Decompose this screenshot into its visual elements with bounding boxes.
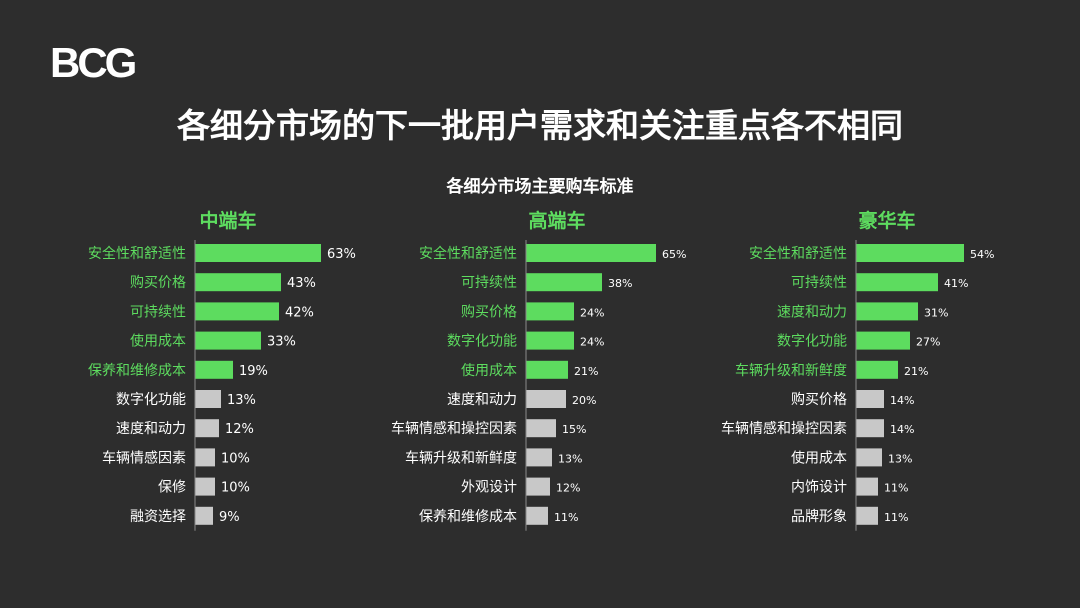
category-label: 安全性和舒适性: [419, 245, 517, 262]
bar: [856, 244, 964, 262]
category-label: 购买价格: [791, 392, 847, 408]
value-label: 63%: [327, 247, 356, 262]
bar: [195, 244, 321, 262]
value-label: 13%: [227, 393, 256, 408]
value-label: 11%: [884, 511, 908, 524]
bar: [195, 273, 281, 292]
bar: [856, 390, 884, 408]
category-label: 数字化功能: [777, 334, 847, 350]
category-label: 外观设计: [461, 480, 517, 496]
value-label: 42%: [285, 305, 314, 320]
bar: [856, 477, 878, 496]
bar: [526, 244, 656, 262]
category-label: 安全性和舒适性: [88, 245, 186, 262]
category-label: 购买价格: [130, 275, 186, 291]
category-label: 保养和维修成本: [419, 509, 517, 525]
category-label: 车辆升级和新鲜度: [735, 362, 847, 379]
category-label: 车辆情感因素: [102, 449, 186, 466]
value-label: 14%: [890, 394, 914, 407]
bar: [526, 506, 548, 525]
value-label: 13%: [888, 452, 912, 465]
value-label: 65%: [662, 248, 686, 261]
category-label: 融资选择: [130, 509, 186, 525]
category-label: 品牌形象: [791, 508, 847, 525]
bar: [856, 360, 898, 379]
bcg-logo: BCG: [50, 39, 137, 86]
bar: [195, 390, 221, 408]
bar: [856, 506, 878, 525]
chart-subtitle: 各细分市场主要购车标准: [446, 177, 634, 197]
category-label: 数字化功能: [116, 392, 186, 408]
category-label: 保修: [158, 480, 186, 496]
category-label: 车辆情感和操控因素: [391, 420, 517, 437]
bar: [195, 302, 279, 321]
bar: [856, 302, 918, 321]
category-label: 使用成本: [791, 449, 847, 466]
category-label: 车辆升级和新鲜度: [405, 449, 517, 466]
bar: [526, 390, 566, 408]
bar: [526, 419, 556, 438]
chart-title: 中端车: [199, 209, 256, 232]
bar: [195, 419, 219, 438]
category-label: 速度和动力: [447, 392, 517, 408]
category-label: 可持续性: [461, 274, 517, 291]
value-label: 27%: [916, 336, 940, 349]
category-label: 保养和维修成本: [88, 363, 186, 379]
bar: [526, 477, 550, 496]
bar: [856, 419, 884, 438]
category-label: 速度和动力: [116, 421, 186, 437]
bar: [526, 302, 574, 321]
category-label: 安全性和舒适性: [749, 245, 847, 262]
value-label: 38%: [608, 277, 632, 290]
bar: [195, 331, 261, 350]
bar: [195, 448, 215, 467]
value-label: 24%: [580, 306, 604, 319]
value-label: 20%: [572, 394, 596, 407]
bar: [195, 506, 213, 525]
bar: [526, 448, 552, 467]
value-label: 11%: [554, 511, 578, 524]
value-label: 21%: [574, 365, 598, 378]
bar: [526, 360, 568, 379]
bar: [195, 477, 215, 496]
chart-title: 高端车: [528, 209, 585, 232]
category-label: 数字化功能: [447, 334, 517, 350]
category-label: 速度和动力: [777, 304, 847, 320]
value-label: 15%: [562, 423, 586, 436]
value-label: 11%: [884, 482, 908, 495]
value-label: 19%: [239, 364, 268, 379]
value-label: 33%: [267, 335, 296, 350]
value-label: 41%: [944, 277, 968, 290]
value-label: 24%: [580, 336, 604, 349]
chart-title: 豪华车: [858, 209, 915, 232]
value-label: 54%: [970, 248, 994, 261]
page-title: 各细分市场的下一批用户需求和关注重点各不相同: [177, 106, 903, 145]
value-label: 12%: [556, 482, 580, 495]
bar: [195, 360, 233, 379]
bar: [856, 448, 882, 467]
value-label: 12%: [225, 422, 254, 437]
category-label: 购买价格: [461, 304, 517, 320]
bar: [856, 273, 938, 292]
category-label: 可持续性: [130, 303, 186, 320]
category-label: 使用成本: [461, 362, 517, 379]
value-label: 43%: [287, 276, 316, 291]
category-label: 使用成本: [130, 333, 186, 350]
category-label: 可持续性: [791, 274, 847, 291]
value-label: 13%: [558, 452, 582, 465]
category-label: 车辆情感和操控因素: [721, 420, 847, 437]
value-label: 10%: [221, 481, 250, 496]
value-label: 21%: [904, 365, 928, 378]
value-label: 10%: [221, 451, 250, 466]
value-label: 31%: [924, 306, 948, 319]
bar: [856, 331, 910, 350]
bar: [526, 331, 574, 350]
bar: [526, 273, 602, 292]
value-label: 14%: [890, 423, 914, 436]
category-label: 内饰设计: [791, 480, 847, 496]
value-label: 9%: [219, 510, 240, 525]
